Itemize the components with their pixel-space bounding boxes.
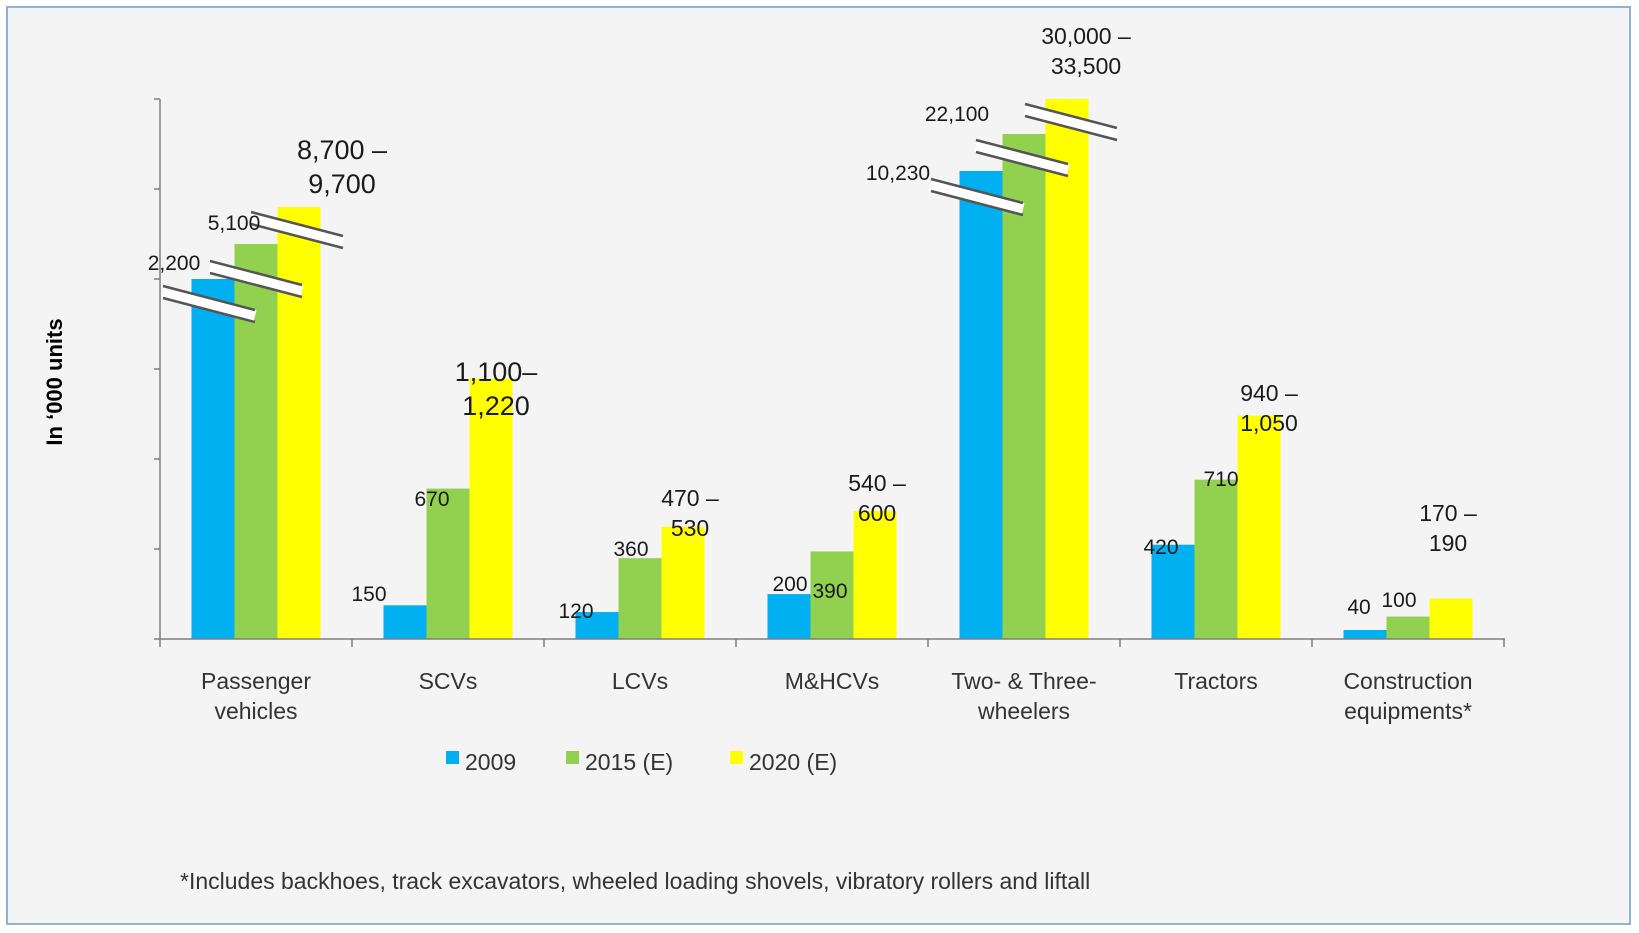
- data-label-1-1-0: 670: [414, 488, 449, 511]
- chart-frame: In ‘000 units Passenger vehicles SCVs LCVs M&…: [6, 6, 1631, 925]
- data-label-2-1-0: 360: [613, 538, 648, 561]
- data-label-4-2-0: 30,000 –: [1041, 23, 1131, 49]
- data-label-5-1-0: 710: [1203, 468, 1238, 491]
- category-label-0-1: vehicles: [214, 698, 297, 724]
- bar-2-2: [661, 526, 705, 639]
- category-label-4-1: wheelers: [977, 698, 1070, 724]
- data-label-4-0-0: 10,230: [866, 162, 930, 185]
- break-marker-0-2-bg: [249, 212, 345, 248]
- legend-swatch-0: [446, 751, 459, 764]
- bar-6-1: [1386, 616, 1430, 639]
- data-label-2-2-1: 530: [671, 515, 709, 541]
- data-label-5-0-0: 420: [1143, 536, 1178, 559]
- data-label-3-2-0: 540 –: [848, 470, 906, 496]
- data-label-0-2-1: 9,700: [308, 169, 376, 199]
- break-marker-0-0-line-b: [162, 296, 256, 324]
- category-label-3-0: M&HCVs: [785, 668, 880, 694]
- data-label-0-1-0: 5,100: [208, 212, 261, 235]
- break-marker-4-0-bg: [929, 179, 1025, 215]
- bar-0-0: [191, 279, 235, 639]
- data-label-0-0-0: 2,200: [148, 252, 201, 275]
- break-marker-4-2-line-b: [1024, 114, 1118, 142]
- y-axis-label: In ‘000 units: [42, 318, 67, 445]
- legend-label-2: 2020 (E): [749, 749, 837, 775]
- legend-label-1: 2015 (E): [585, 749, 673, 775]
- data-label-0-2-0: 8,700 –: [297, 135, 387, 165]
- bar-2-1: [618, 558, 662, 639]
- bar-0-1: [234, 244, 278, 639]
- break-marker-0-0-bg: [161, 286, 257, 322]
- bar-1-0: [383, 605, 427, 639]
- bar-5-2: [1237, 415, 1281, 639]
- category-label-1-0: SCVs: [419, 668, 478, 694]
- break-marker-0-1-line-b: [209, 271, 303, 299]
- data-label-4-1-0: 22,100: [925, 103, 989, 126]
- footnote: *Includes backhoes, track excavators, wh…: [180, 868, 1091, 894]
- bar-5-1: [1194, 479, 1238, 639]
- data-label-3-0-0: 200: [772, 573, 807, 596]
- bar-4-2: [1045, 99, 1089, 639]
- break-marker-0-1-bg: [208, 261, 304, 297]
- data-label-4-2-1: 33,500: [1051, 53, 1121, 79]
- bar-3-2: [853, 511, 897, 639]
- data-label-2-0-0: 120: [558, 600, 593, 623]
- category-label-2-0: LCVs: [612, 668, 668, 694]
- break-marker-4-2-line-a: [1024, 102, 1118, 130]
- data-label-1-0-0: 150: [351, 583, 386, 606]
- break-marker-0-2-line-b: [250, 222, 344, 250]
- bar-1-2: [469, 378, 513, 639]
- data-label-1-2-1: 1,220: [462, 391, 530, 421]
- break-marker-0-1-line-a: [209, 259, 303, 287]
- bar-3-1: [810, 551, 854, 639]
- bar-6-0: [1343, 630, 1387, 639]
- category-label-6-0: Construction: [1343, 668, 1472, 694]
- category-label-0-0: Passenger: [201, 668, 311, 694]
- legend-label-0: 2009: [465, 749, 516, 775]
- data-label-6-1-0: 100: [1381, 589, 1416, 612]
- data-label-5-2-1: 1,050: [1240, 410, 1298, 436]
- break-marker-0-0-line-a: [162, 284, 256, 312]
- bar-3-0: [767, 594, 811, 639]
- data-label-5-2-0: 940 –: [1240, 380, 1298, 406]
- data-label-2-2-0: 470 –: [661, 485, 719, 511]
- break-marker-4-0-line-b: [930, 189, 1024, 217]
- data-label-3-2-1: 600: [858, 500, 896, 526]
- data-label-3-1-0: 390: [812, 580, 847, 603]
- bar-5-0: [1151, 544, 1195, 639]
- category-label-5-0: Tractors: [1174, 668, 1258, 694]
- break-marker-0-2-line-a: [250, 210, 344, 238]
- data-label-6-2-1: 190: [1429, 530, 1467, 556]
- category-label-4-0: Two- & Three-: [951, 668, 1096, 694]
- data-label-1-2-0: 1,100–: [455, 357, 538, 387]
- bar-1-1: [426, 488, 470, 639]
- break-marker-4-0-line-a: [930, 177, 1024, 205]
- legend-swatch-1: [566, 751, 579, 764]
- bar-0-2: [277, 207, 321, 639]
- category-label-6-1: equipments*: [1344, 698, 1472, 724]
- break-marker-4-1-line-b: [975, 150, 1069, 178]
- break-marker-4-2-bg: [1023, 104, 1119, 140]
- break-marker-4-1-bg: [974, 140, 1070, 176]
- break-marker-4-1-line-a: [975, 138, 1069, 166]
- bar-4-1: [1002, 134, 1046, 639]
- bar-2-0: [575, 612, 619, 639]
- bar-6-2: [1429, 598, 1473, 639]
- bar-chart: In ‘000 units Passenger vehicles SCVs LCVs M&…: [42, 23, 1505, 775]
- legend-swatch-2: [730, 751, 743, 764]
- data-label-6-2-0: 170 –: [1419, 500, 1477, 526]
- bar-4-0: [959, 171, 1003, 639]
- data-label-6-0-0: 40: [1347, 596, 1370, 619]
